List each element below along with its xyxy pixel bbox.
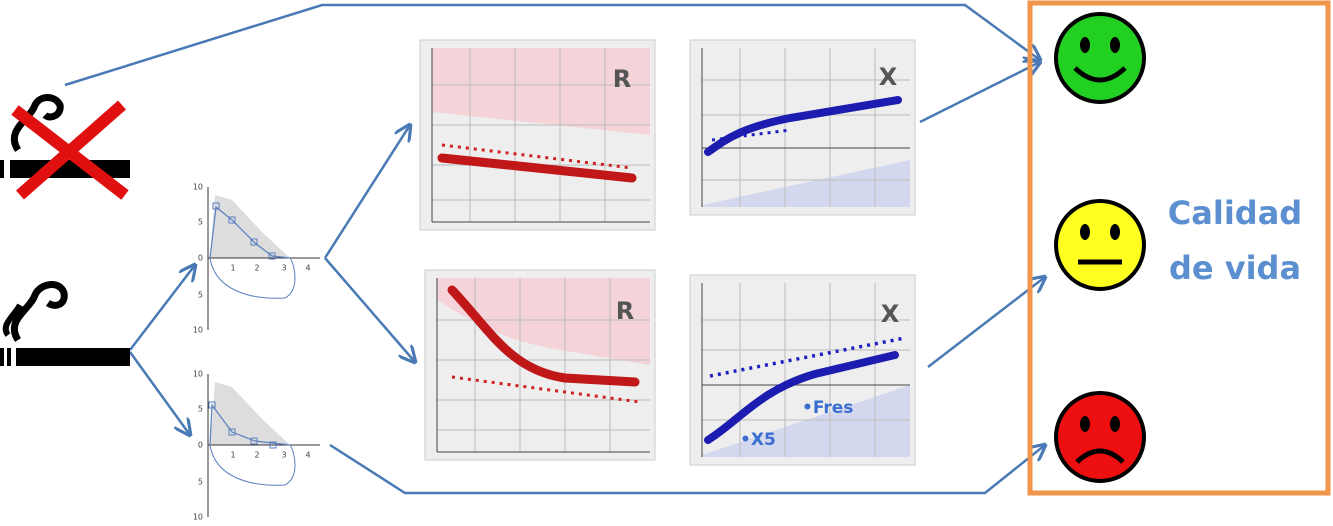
y-tick-label: 10 [193,513,203,522]
annotation: •Fres [802,398,853,418]
x-tick-label: 1 [230,264,235,273]
annotation: •X5 [740,430,776,450]
x-tick-label: 3 [281,264,286,273]
y-tick-label: 10 [193,326,203,335]
resistance-panel [424,269,656,461]
quality-box [1027,0,1331,496]
quality-label: Calidad [1168,194,1302,232]
panel-label: R [613,65,631,93]
y-tick-label: 5 [198,218,203,227]
sad-face [1054,391,1146,483]
x-tick-label: 4 [305,264,310,273]
reactance-panel [689,274,916,466]
y-tick-label: 10 [193,183,203,192]
panel-label: X [881,300,900,328]
panel-label: R [616,297,634,325]
reactance-panel [689,39,916,216]
y-tick-label: 0 [198,441,203,450]
no-smoking-icon [0,94,130,200]
y-tick-label: 10 [193,370,203,379]
x-tick-label: 4 [305,451,310,460]
flow-volume-plot [207,187,320,330]
x-tick-label: 2 [254,451,259,460]
happy-face [1054,12,1146,104]
y-tick-label: 5 [198,405,203,414]
y-tick-label: 5 [198,291,203,300]
panel-label: X [879,63,898,91]
x-tick-label: 1 [230,451,235,460]
y-tick-label: 0 [198,254,203,263]
neutral-face [1054,199,1146,291]
resistance-panel [419,39,656,231]
x-tick-label: 2 [254,264,259,273]
smoking-icon [0,281,130,366]
x-tick-label: 3 [281,451,286,460]
connectors [64,3,1045,495]
y-tick-label: 5 [198,478,203,487]
flow-volume-plot [207,374,320,517]
quality-label: de vida [1169,249,1301,287]
